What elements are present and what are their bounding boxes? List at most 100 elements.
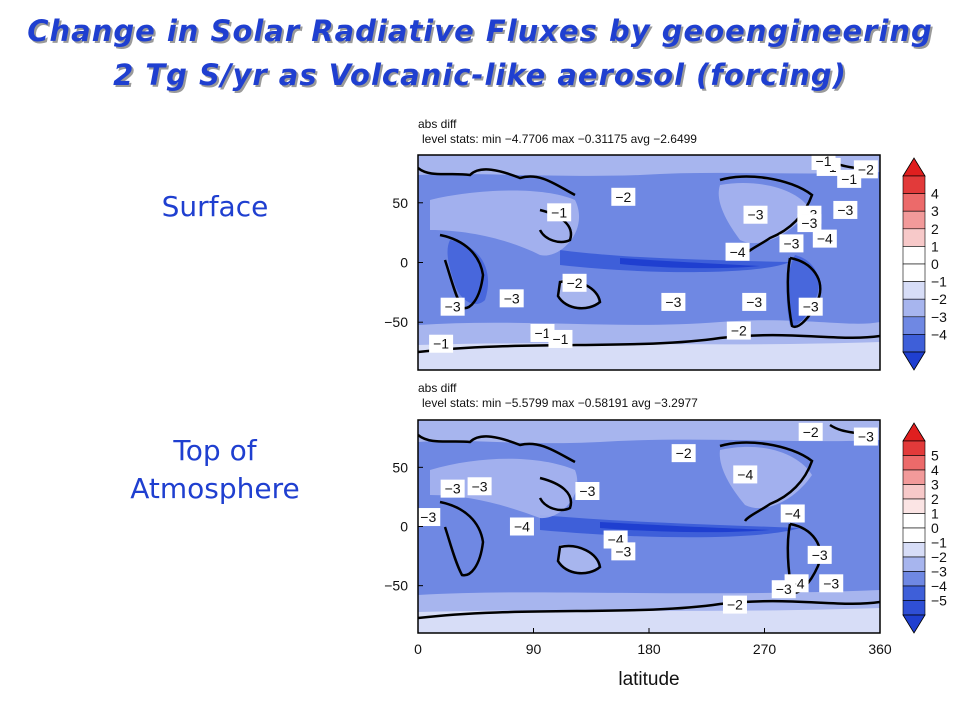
contour-label: −1 (548, 329, 573, 348)
x-axis-label: latitude (618, 669, 679, 690)
toa-map-field: −2 −3−2−4−3 −3 −3−4−3−4−4−3 −3−4−3 −3−2 (418, 420, 880, 633)
colorbar-segment (902, 513, 926, 529)
contour-label-box (418, 508, 441, 527)
colorbar-segment (902, 316, 926, 335)
contour-label: −3 (797, 214, 822, 233)
contour-label: −4 (812, 229, 837, 248)
colorbar-segment (902, 571, 926, 587)
surface-label: Surface (95, 188, 335, 226)
colorbar-segment (902, 298, 926, 318)
contour-label-text: −3 (783, 235, 799, 251)
colorbar-segment (902, 600, 926, 616)
y-tick-label: −50 (384, 578, 408, 594)
contour-label-box (725, 242, 750, 261)
surface-coast-3 (439, 233, 485, 310)
contour-label-text: −2 (858, 161, 874, 177)
surface-band-equator-core (620, 258, 760, 269)
contour-label-box (798, 422, 823, 441)
contour-label-text: −4 (785, 505, 801, 521)
toa-coast-4 (556, 544, 602, 575)
y-tick-label: 50 (392, 195, 408, 211)
contour-label: −3 (418, 508, 441, 527)
y-tick-label: 50 (392, 459, 408, 475)
contour-label-text: −1 (816, 153, 832, 169)
contour-label-text: −3 (823, 575, 839, 591)
contour-label: −3 (742, 292, 767, 311)
title-line-1: Change in Solar Radiative Fluxes by geoe… (27, 14, 933, 48)
contour-label-text: −3 (445, 481, 461, 497)
contour-label-box (575, 482, 600, 500)
contour-label-box (547, 203, 572, 222)
colorbar-level-label: 2 (931, 491, 939, 507)
contour-label: −3 (611, 542, 636, 561)
colorbar-segment (902, 455, 926, 471)
colorbar-segment (902, 210, 926, 230)
contour-label-text: −3 (803, 299, 819, 315)
contour-label: −3 (575, 482, 600, 500)
toa-land-eurasia (430, 458, 578, 519)
surface-land-africa (447, 240, 489, 305)
contour-label-box (742, 292, 767, 311)
contour-label: −3 (661, 292, 686, 311)
colorbar-segment (902, 585, 926, 601)
surface-contour-labels: −1−1−2−1−2−1−3−3−3−3−4−3−4−2−3−3−3−3−3−2… (429, 153, 878, 353)
contour-label-box (562, 273, 587, 292)
contour-label-box (807, 545, 832, 564)
toa-stats-line-1: abs diff (418, 381, 457, 395)
colorbar-top-arrow (902, 157, 926, 177)
surface-band-polar-south (418, 342, 880, 370)
contour-label-box (467, 477, 492, 496)
contour-label: −1 (547, 203, 572, 222)
contour-label-box (499, 289, 524, 308)
surface-coast-6 (786, 256, 822, 328)
toa-x-ticks: 0 90 180 270 360 (414, 628, 892, 657)
toa-y-ticks: 50 0 −50 (384, 459, 423, 594)
contour-label-text: −1 (534, 325, 550, 341)
contour-label-box (819, 574, 844, 593)
colorbar-segment (902, 484, 926, 500)
contour-label-text: −3 (420, 509, 436, 525)
colorbar-level-label: 5 (931, 448, 939, 464)
contour-label: −3 (440, 479, 465, 498)
contour-label-text: −3 (812, 547, 828, 563)
contour-label-box (429, 334, 454, 353)
contour-label: −2 (562, 273, 587, 292)
contour-label-text: −1 (552, 331, 568, 347)
contour-label-box (833, 200, 858, 219)
contour-label-text: −2 (731, 323, 747, 339)
surface-land-south-america (786, 255, 819, 327)
x-tick-label: 270 (753, 641, 777, 657)
contour-label: −2 (726, 321, 751, 340)
contour-label-text: −4 (730, 244, 746, 260)
surface-stats-line-1: abs diff (418, 117, 457, 131)
contour-label-text: −3 (579, 483, 595, 499)
contour-label-box (611, 187, 636, 206)
colorbar-segment (902, 469, 926, 485)
y-tick-label: −50 (384, 314, 408, 330)
contour-label: −3 (798, 297, 823, 316)
contour-label-box (661, 292, 686, 311)
colorbar-segment (902, 228, 926, 247)
contour-label: −3 (467, 477, 492, 496)
contour-label-text: −4 (514, 519, 530, 535)
contour-label-text: −3 (504, 290, 520, 306)
contour-label-box (509, 517, 534, 536)
y-tick-label: 0 (400, 519, 408, 535)
contour-label-text: −3 (748, 207, 764, 223)
colorbar-level-label: −4 (931, 578, 947, 594)
contour-label: −3 (779, 234, 804, 253)
contour-label-box (811, 155, 836, 170)
contour-label-text: −4 (737, 466, 753, 482)
contour-label-box (440, 479, 465, 498)
contour-label-box (440, 297, 465, 316)
colorbar-level-label: 0 (931, 520, 939, 536)
colorbar-top-arrow (902, 422, 926, 442)
toa-label: Top of Atmosphere (75, 432, 355, 508)
contour-label-text: −2 (803, 424, 819, 440)
surface-panel: abs diff level stats: min −4.7706 max −0… (384, 117, 947, 371)
colorbar-segment (902, 193, 926, 212)
contour-label-text: −2 (727, 597, 743, 613)
colorbar-segment (902, 527, 926, 543)
